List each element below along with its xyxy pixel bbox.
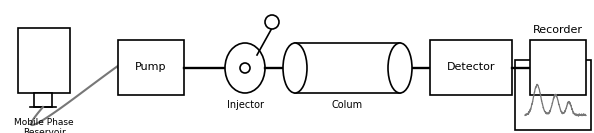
Text: Injector: Injector <box>226 100 264 110</box>
Ellipse shape <box>225 43 265 93</box>
Bar <box>530 40 586 95</box>
Bar <box>430 40 512 95</box>
Bar <box>515 60 591 130</box>
Bar <box>295 43 400 93</box>
Ellipse shape <box>265 15 279 29</box>
Text: Mobile Phase
Reservoir: Mobile Phase Reservoir <box>14 118 74 133</box>
Text: Colum: Colum <box>331 100 362 110</box>
Text: Recorder: Recorder <box>533 25 583 35</box>
Bar <box>118 40 184 95</box>
Ellipse shape <box>240 63 250 73</box>
Ellipse shape <box>283 43 307 93</box>
Bar <box>34 93 52 107</box>
Text: Detector: Detector <box>447 62 495 72</box>
Text: Pump: Pump <box>135 62 167 72</box>
Ellipse shape <box>388 43 412 93</box>
Bar <box>18 28 70 93</box>
